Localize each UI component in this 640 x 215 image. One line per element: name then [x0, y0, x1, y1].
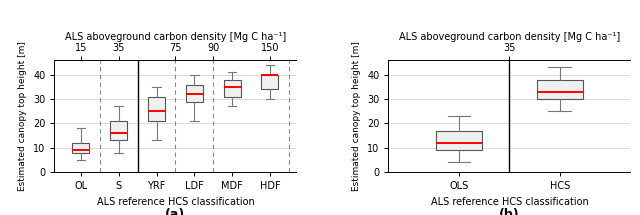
PathPatch shape — [223, 80, 241, 97]
X-axis label: ALS reference HCS classification: ALS reference HCS classification — [97, 197, 254, 207]
PathPatch shape — [110, 121, 127, 140]
PathPatch shape — [186, 84, 203, 101]
PathPatch shape — [72, 143, 90, 153]
Text: (b): (b) — [499, 208, 520, 215]
Y-axis label: Estimated canopy top height [m]: Estimated canopy top height [m] — [19, 41, 28, 191]
PathPatch shape — [537, 80, 582, 99]
Y-axis label: Estimated canopy top height [m]: Estimated canopy top height [m] — [353, 41, 362, 191]
PathPatch shape — [436, 131, 482, 150]
PathPatch shape — [148, 97, 165, 121]
X-axis label: ALS reference HCS classification: ALS reference HCS classification — [431, 197, 588, 207]
X-axis label: ALS aboveground carbon density [Mg C ha⁻¹]: ALS aboveground carbon density [Mg C ha⁻… — [65, 32, 286, 43]
X-axis label: ALS aboveground carbon density [Mg C ha⁻¹]: ALS aboveground carbon density [Mg C ha⁻… — [399, 32, 620, 43]
PathPatch shape — [261, 75, 278, 89]
Text: (a): (a) — [165, 208, 186, 215]
